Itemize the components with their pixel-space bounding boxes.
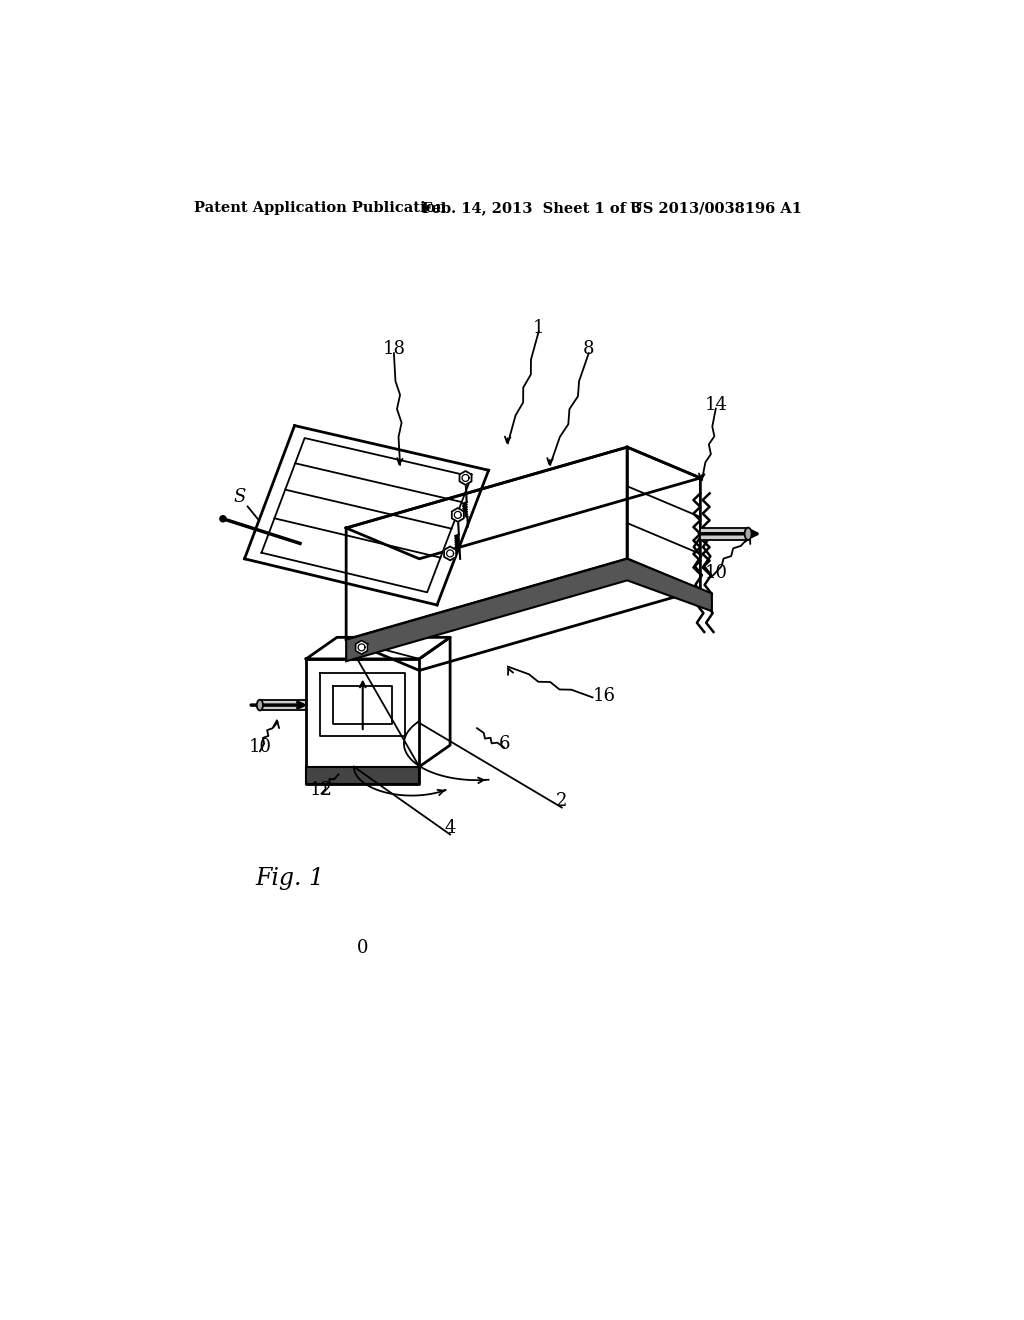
Text: US 2013/0038196 A1: US 2013/0038196 A1 bbox=[630, 202, 802, 215]
Polygon shape bbox=[444, 546, 456, 561]
Ellipse shape bbox=[744, 528, 752, 540]
Text: 18: 18 bbox=[382, 341, 406, 358]
Text: S: S bbox=[233, 488, 246, 506]
Ellipse shape bbox=[257, 700, 263, 710]
Text: 10: 10 bbox=[249, 738, 271, 756]
Polygon shape bbox=[260, 700, 306, 710]
Polygon shape bbox=[460, 471, 471, 484]
Text: 14: 14 bbox=[705, 396, 727, 413]
Polygon shape bbox=[700, 528, 749, 540]
Polygon shape bbox=[306, 767, 419, 784]
Text: Fig. 1: Fig. 1 bbox=[255, 867, 325, 890]
Text: Patent Application Publication: Patent Application Publication bbox=[194, 202, 445, 215]
Circle shape bbox=[220, 516, 226, 521]
Polygon shape bbox=[346, 558, 712, 661]
Text: 8: 8 bbox=[583, 341, 595, 358]
Text: 1: 1 bbox=[532, 319, 545, 337]
Polygon shape bbox=[452, 508, 464, 521]
Text: 2: 2 bbox=[556, 792, 567, 810]
Text: 12: 12 bbox=[310, 781, 333, 799]
Text: 10: 10 bbox=[705, 564, 727, 582]
Text: Feb. 14, 2013  Sheet 1 of 3: Feb. 14, 2013 Sheet 1 of 3 bbox=[422, 202, 641, 215]
Text: 16: 16 bbox=[593, 686, 615, 705]
Polygon shape bbox=[355, 640, 368, 655]
Text: 0: 0 bbox=[357, 939, 369, 957]
Text: 4: 4 bbox=[444, 820, 456, 837]
Text: 6: 6 bbox=[499, 735, 510, 752]
